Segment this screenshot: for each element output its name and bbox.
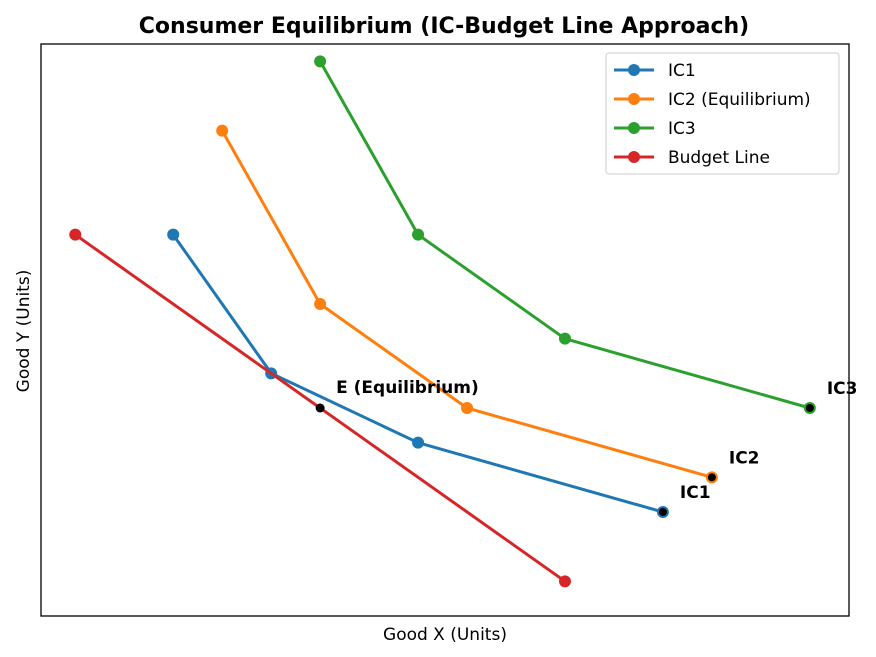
data-point-ic1-2: [412, 436, 425, 449]
chart-title: Consumer Equilibrium (IC-Budget Line App…: [139, 14, 749, 39]
plot-frame: [40, 43, 850, 617]
legend-label-ic1: IC1: [668, 61, 696, 81]
data-point-ic2-equilibrium-0: [216, 124, 229, 137]
data-point-ic2-equilibrium-2: [461, 402, 474, 414]
series-line-ic1: [171, 233, 664, 514]
data-point-ic1-0: [167, 228, 180, 241]
legend-label-ic3: IC3: [668, 119, 696, 139]
series-line-ic2-equilibrium: [220, 129, 713, 479]
x-axis-label: Good X (Units): [383, 625, 507, 645]
legend: IC1 IC2 (Equilibrium) IC3 Budget Line: [605, 52, 840, 175]
end-marker-ic3: [805, 404, 814, 412]
data-point-budget-line-0: [69, 228, 82, 241]
equilibrium-point: [315, 403, 325, 413]
y-axis-label: Good Y (Units): [14, 270, 34, 393]
curve-label-ic1: IC1: [680, 483, 711, 503]
end-marker-ic2: [707, 473, 716, 482]
legend-marker-ic1: [628, 64, 640, 76]
curve-label-ic3: IC3: [827, 379, 858, 399]
data-point-ic3-0: [314, 55, 327, 68]
end-marker-ic1: [658, 508, 667, 516]
series-line-ic3: [318, 60, 811, 410]
data-point-ic3-1: [412, 228, 425, 241]
legend-marker-budget-line: [628, 151, 640, 163]
plot-area: IC1 IC2 IC3 E (Equilibrium): [69, 55, 858, 588]
legend-marker-ic3: [628, 122, 640, 134]
data-point-budget-line-1: [558, 575, 571, 588]
legend-label-ic2-equilibrium: IC2 (Equilibrium): [668, 90, 811, 110]
data-point-ic3-2: [558, 332, 571, 345]
legend-label-budget-line: Budget Line: [668, 148, 770, 168]
legend-frame: [605, 52, 840, 175]
equilibrium-label: E (Equilibrium): [336, 378, 479, 398]
data-point-ic2-equilibrium-1: [314, 298, 327, 310]
legend-marker-ic2-equilibrium: [628, 93, 640, 105]
curve-label-ic2: IC2: [729, 448, 760, 468]
